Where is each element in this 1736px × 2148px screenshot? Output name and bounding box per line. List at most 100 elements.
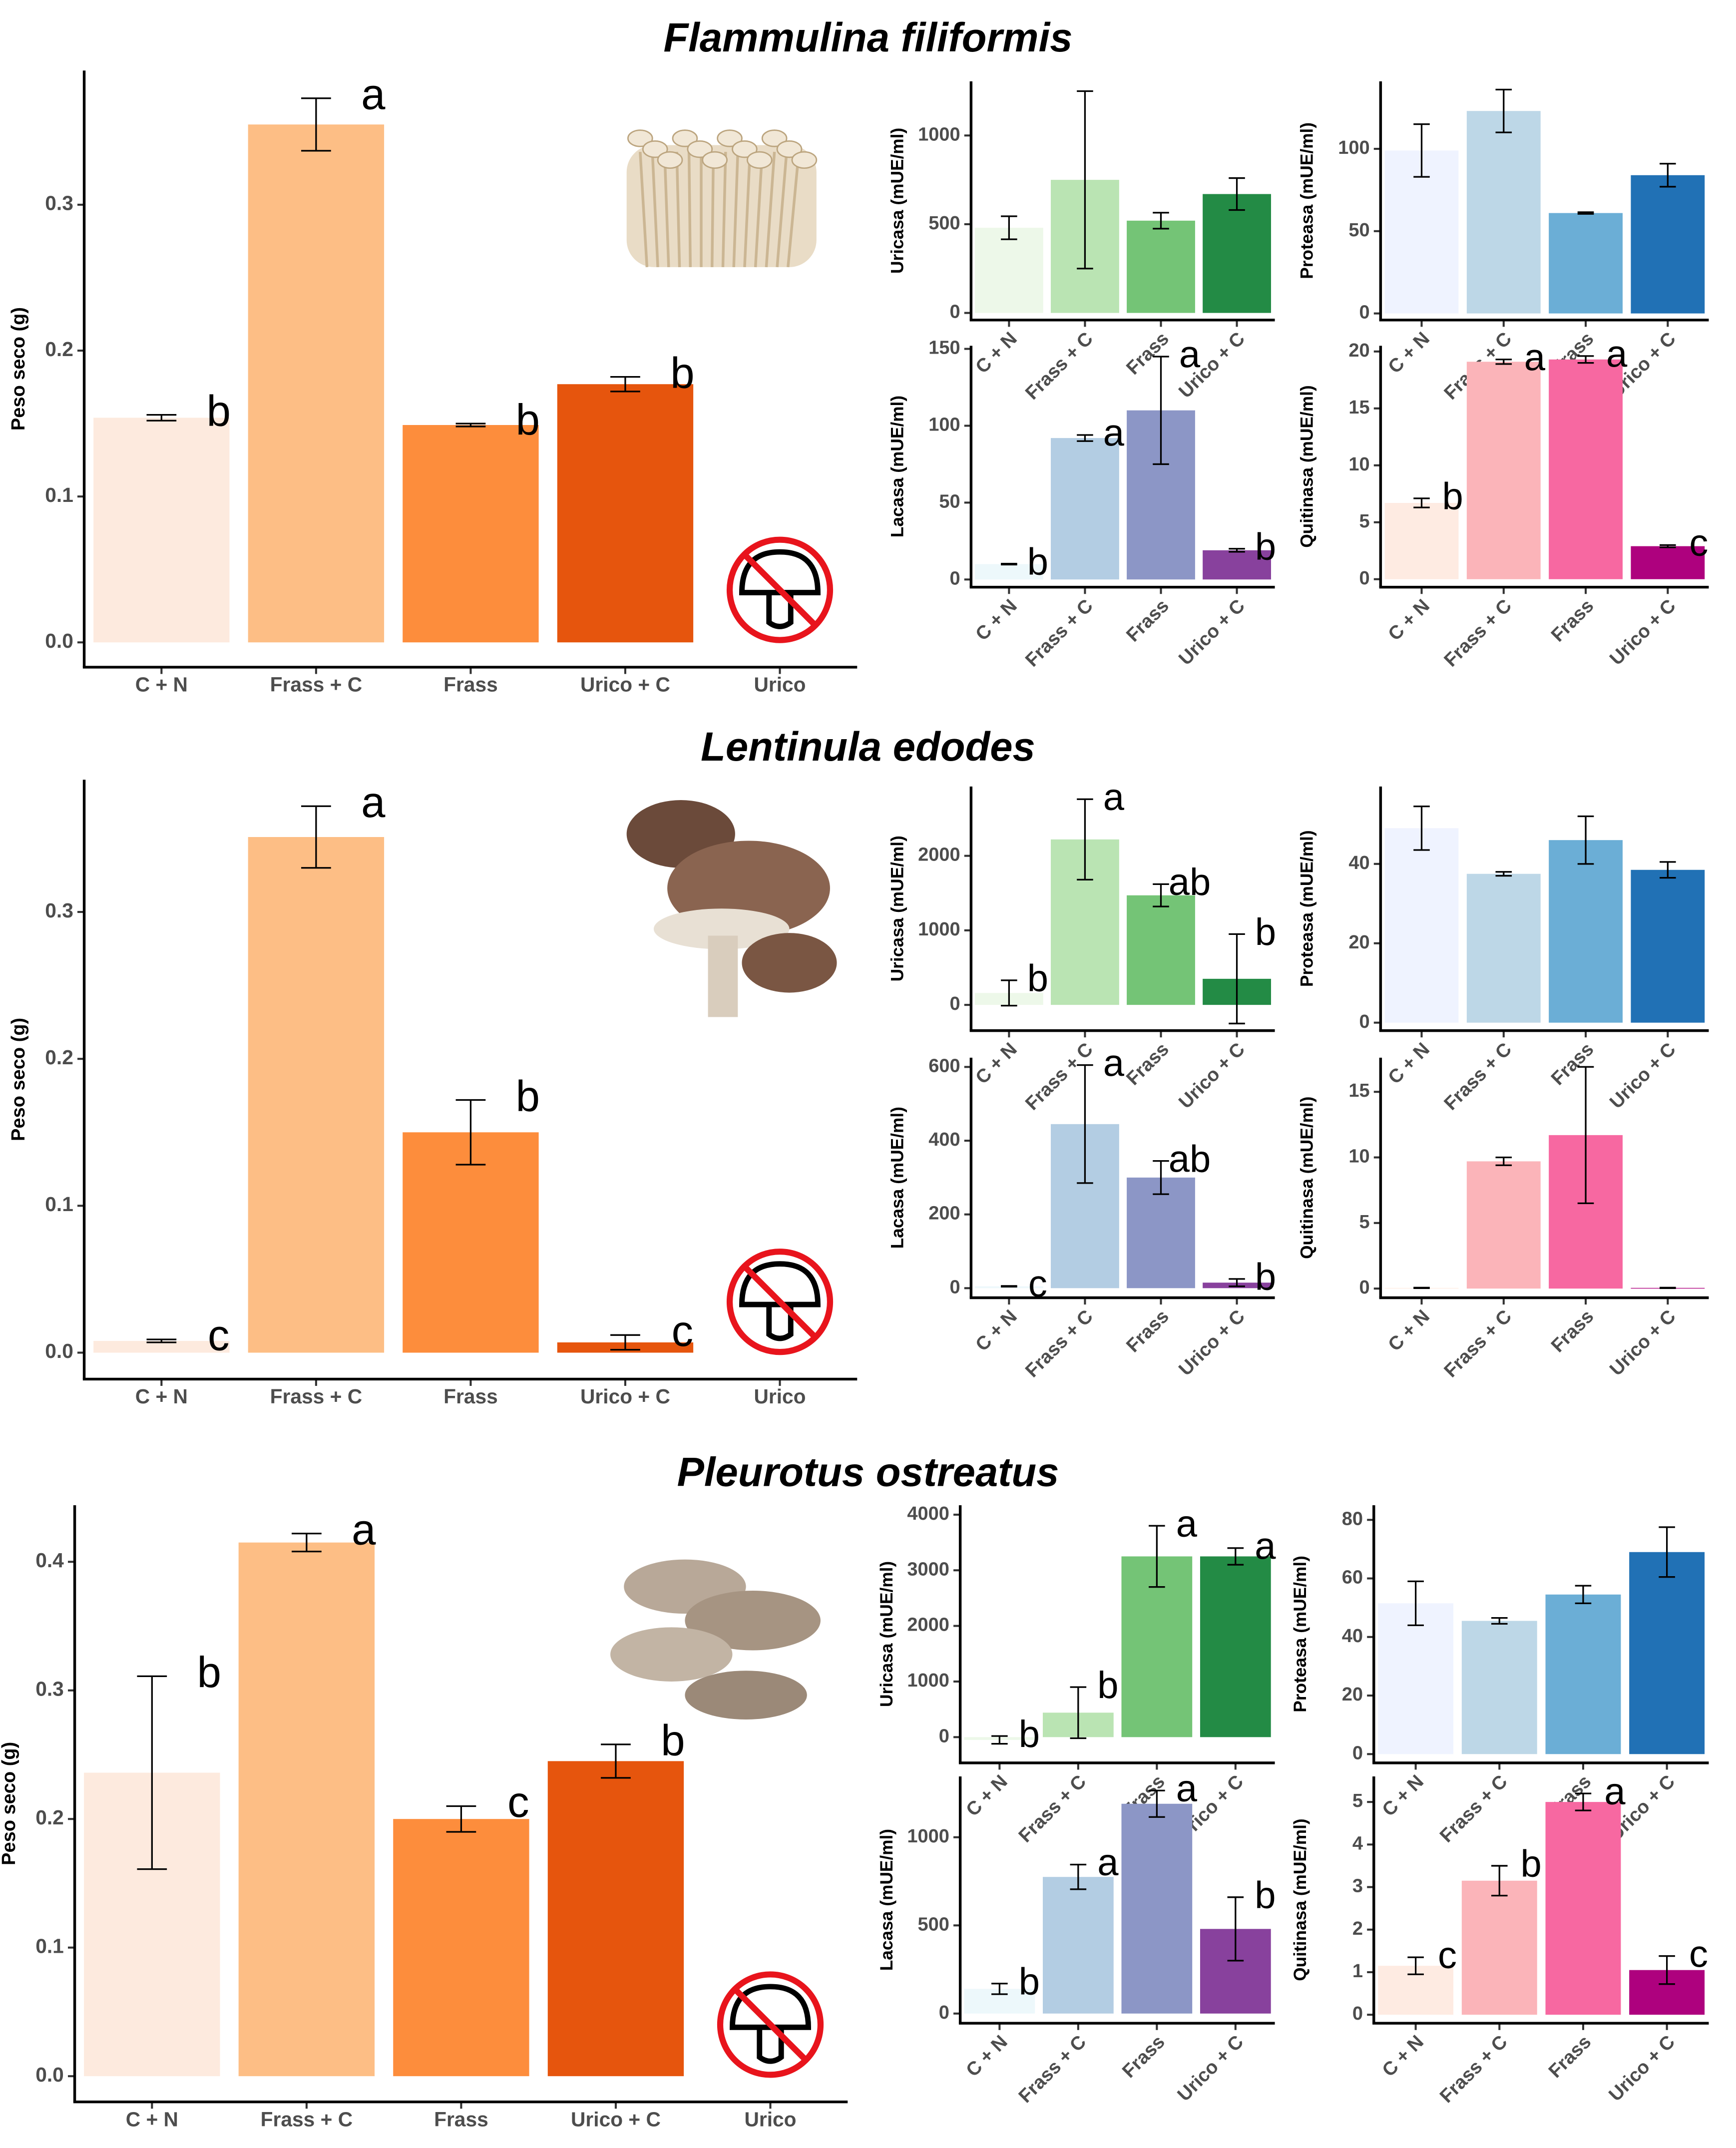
significance-letter: a <box>1097 1841 1119 1884</box>
x-tick-label: Frass + C <box>1440 1306 1516 1381</box>
x-tick-label: C + N <box>972 1039 1021 1088</box>
x-tick-label: C + N <box>135 1385 188 1408</box>
significance-letter: ab <box>1169 861 1211 903</box>
error-bar <box>1578 212 1594 214</box>
x-tick-label: Frass + C <box>1015 1771 1090 1846</box>
y-tick-label: 15 <box>1348 397 1369 418</box>
error-bar <box>1495 360 1512 364</box>
x-tick-label: Urico + C <box>571 2108 661 2131</box>
y-tick-label: 1000 <box>907 1826 949 1847</box>
bar <box>1462 1621 1537 1754</box>
x-tick-label: Frass + C <box>1015 2032 1090 2107</box>
y-tick-label: 80 <box>1342 1508 1363 1529</box>
x-tick-label: Urico <box>744 2108 796 2131</box>
x-tick-label: Urico + C <box>1605 2032 1679 2106</box>
y-tick-label: 500 <box>918 1914 949 1935</box>
x-tick-label: Frass <box>1122 1306 1173 1356</box>
bar <box>248 124 384 642</box>
y-tick-label: 50 <box>939 491 960 512</box>
y-tick-label: 20 <box>1342 1684 1363 1705</box>
mushroom-photo <box>627 800 837 1017</box>
significance-letter: b <box>661 1717 685 1765</box>
y-tick-label: 600 <box>928 1055 960 1076</box>
bar <box>239 1543 375 2077</box>
x-tick-label: C + N <box>972 328 1021 378</box>
y-axis-label: Quitinasa (mUE/ml) <box>1298 385 1317 547</box>
bar <box>1629 1552 1705 1754</box>
x-tick-label: Frass + C <box>1436 2032 1511 2107</box>
y-tick-label: 20 <box>1348 932 1369 953</box>
x-tick-label: C + N <box>1384 1039 1434 1088</box>
y-tick-label: 0 <box>949 1277 960 1297</box>
x-tick-label: Urico + C <box>1606 1039 1680 1113</box>
no-growth-icon <box>720 1974 821 2075</box>
x-tick-label: Frass <box>443 1385 498 1408</box>
bar <box>1467 111 1541 313</box>
y-tick-label: 5 <box>1359 1212 1370 1233</box>
significance-letter: b <box>1027 540 1048 583</box>
y-tick-label: 100 <box>928 415 960 435</box>
chart-title: Flammulina filiformis <box>663 15 1072 60</box>
y-axis-label: Proteasa (mUE/ml) <box>1291 1556 1310 1713</box>
y-tick-label: 0 <box>949 568 960 589</box>
y-tick-label: 2 <box>1352 1918 1363 1939</box>
y-tick-label: 5 <box>1352 1790 1363 1811</box>
x-tick-label: Urico + C <box>1175 1306 1249 1380</box>
significance-letter: b <box>1442 475 1463 518</box>
x-tick-label: Frass <box>1547 595 1598 646</box>
x-tick-label: Frass <box>1547 1039 1598 1089</box>
significance-letter: b <box>1019 1713 1040 1755</box>
y-tick-label: 150 <box>928 338 960 359</box>
significance-letter: a <box>361 778 386 827</box>
cap <box>792 152 817 168</box>
x-tick-label: C + N <box>972 595 1021 645</box>
y-axis-label: Lacasa (mUE/ml) <box>888 396 907 537</box>
y-tick-label: 0.0 <box>45 629 73 652</box>
chart-title: Pleurotus ostreatus <box>677 1450 1059 1495</box>
significance-letter: c <box>507 1778 529 1826</box>
significance-letter: b <box>1097 1664 1118 1707</box>
y-tick-label: 0.3 <box>35 1677 64 1700</box>
x-tick-label: Frass + C <box>270 673 362 696</box>
y-axis-label: Uricasa (mUE/ml) <box>888 836 907 981</box>
y-tick-label: 0 <box>1359 302 1370 323</box>
significance-letter: c <box>208 1311 229 1360</box>
significance-letter: a <box>1606 333 1628 376</box>
no-growth-icon <box>730 540 830 640</box>
significance-letter: a <box>1103 412 1125 454</box>
x-tick-label: Frass + C <box>1436 1771 1511 1846</box>
y-tick-label: 60 <box>1342 1567 1363 1588</box>
x-tick-label: Frass <box>1122 595 1173 646</box>
x-tick-label: Frass <box>434 2108 488 2131</box>
significance-letter: b <box>670 349 694 397</box>
x-tick-label: C + N <box>1384 595 1434 645</box>
stem <box>712 152 714 267</box>
x-tick-label: C + N <box>1384 1306 1434 1355</box>
y-tick-label: 0.0 <box>35 2063 64 2086</box>
x-tick-label: Urico + C <box>580 1385 670 1408</box>
cap <box>658 152 682 168</box>
significance-letter: c <box>1689 522 1708 564</box>
y-tick-label: 200 <box>928 1203 960 1224</box>
x-tick-label: Frass <box>443 673 498 696</box>
y-tick-label: 40 <box>1348 853 1369 873</box>
y-tick-label: 100 <box>1338 137 1369 158</box>
significance-letter: b <box>207 387 231 435</box>
cap <box>685 1671 807 1719</box>
x-tick-label: C + N <box>1378 2032 1428 2081</box>
bar <box>93 418 229 642</box>
y-axis-label: Proteasa (mUE/ml) <box>1298 122 1317 279</box>
x-tick-label: C + N <box>1384 328 1434 378</box>
y-tick-label: 10 <box>1348 454 1369 475</box>
bar <box>548 1761 684 2076</box>
bar <box>1200 1556 1271 1737</box>
significance-letter: b <box>1255 1874 1276 1917</box>
x-tick-label: Frass <box>1118 2032 1169 2082</box>
bar <box>1385 828 1459 1022</box>
x-tick-label: Urico + C <box>1174 2032 1248 2106</box>
significance-letter: b <box>197 1648 221 1697</box>
y-tick-label: 2000 <box>907 1615 949 1636</box>
error-bar <box>1001 564 1017 565</box>
error-bar <box>146 1339 176 1342</box>
bar <box>248 837 384 1352</box>
